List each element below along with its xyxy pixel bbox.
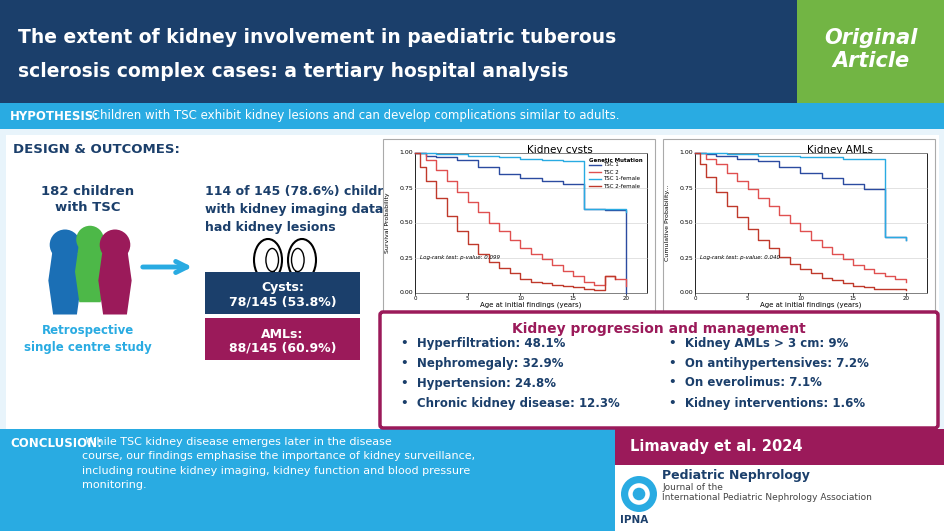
Text: While TSC kidney disease emerges later in the disease
course, our findings empha: While TSC kidney disease emerges later i…	[82, 437, 475, 490]
Text: Pediatric Nephrology: Pediatric Nephrology	[662, 469, 809, 482]
Bar	[615, 465, 944, 531]
Polygon shape	[98, 246, 131, 314]
Text: 0.75: 0.75	[398, 185, 413, 191]
Text: •  On everolimus: 7.1%: • On everolimus: 7.1%	[668, 376, 821, 390]
Text: •  Kidney interventions: 1.6%: • Kidney interventions: 1.6%	[668, 397, 864, 409]
FancyBboxPatch shape	[379, 312, 937, 428]
Text: 5: 5	[745, 296, 749, 301]
Text: TSC 1: TSC 1	[602, 162, 618, 167]
Text: 5: 5	[465, 296, 469, 301]
Bar	[0, 429, 615, 531]
Text: 0.00: 0.00	[679, 290, 692, 295]
Text: •  Hyperfiltration: 48.1%: • Hyperfiltration: 48.1%	[400, 337, 565, 349]
Text: DESIGN & OUTCOMES:: DESIGN & OUTCOMES:	[13, 143, 179, 156]
Text: AMLs:: AMLs:	[261, 328, 303, 340]
Text: •  Hypertension: 24.8%: • Hypertension: 24.8%	[400, 376, 555, 390]
Circle shape	[76, 226, 104, 253]
Text: TSC 1-female: TSC 1-female	[602, 176, 639, 182]
Text: sclerosis complex cases: a tertiary hospital analysis: sclerosis complex cases: a tertiary hosp…	[18, 62, 568, 81]
Text: IPNA: IPNA	[619, 515, 648, 525]
Text: 0.50: 0.50	[399, 220, 413, 226]
Text: Cysts:: Cysts:	[261, 281, 304, 295]
Bar	[205, 318, 360, 360]
Text: International Pediatric Nephrology Association: International Pediatric Nephrology Assoc…	[662, 493, 871, 502]
Text: TSC 2-female: TSC 2-female	[602, 184, 639, 189]
Text: 15: 15	[849, 296, 856, 301]
Text: 20: 20	[902, 296, 908, 301]
Bar	[0, 103, 944, 129]
Text: 0.00: 0.00	[399, 290, 413, 295]
Text: Log-rank test: p-value: 0.040: Log-rank test: p-value: 0.040	[700, 255, 779, 261]
Bar	[694, 153, 926, 293]
Text: Original
Article: Original Article	[823, 28, 917, 71]
Text: Cumulative Probability...: Cumulative Probability...	[665, 185, 670, 261]
Circle shape	[632, 487, 645, 500]
Text: 1.00: 1.00	[399, 150, 413, 156]
Bar	[615, 429, 944, 465]
Text: 1.00: 1.00	[679, 150, 692, 156]
Bar	[382, 139, 654, 311]
Text: 10: 10	[796, 296, 803, 301]
Text: HYPOTHESIS:: HYPOTHESIS:	[10, 109, 99, 123]
Bar	[0, 0, 944, 103]
Text: Age at initial findings (years): Age at initial findings (years)	[760, 302, 861, 308]
Circle shape	[628, 483, 649, 505]
Text: Retrospective
single centre study: Retrospective single centre study	[25, 324, 152, 354]
Text: 182 children
with TSC: 182 children with TSC	[42, 185, 134, 214]
Text: Genetic Mutation: Genetic Mutation	[588, 158, 642, 163]
Bar	[414, 153, 647, 293]
Text: 0.25: 0.25	[398, 255, 413, 261]
Text: 0.75: 0.75	[679, 185, 692, 191]
Bar	[663, 139, 934, 311]
Circle shape	[100, 229, 130, 260]
Ellipse shape	[291, 249, 304, 271]
Text: 114 of 145 (78.6%) children
with kidney imaging data
had kidney lesions: 114 of 145 (78.6%) children with kidney …	[205, 185, 400, 234]
Bar	[6, 135, 938, 525]
Text: •  Kidney AMLs > 3 cm: 9%: • Kidney AMLs > 3 cm: 9%	[668, 337, 848, 349]
Text: •  Nephromegaly: 32.9%: • Nephromegaly: 32.9%	[400, 356, 563, 370]
Polygon shape	[48, 246, 81, 314]
Text: Kidney progression and management: Kidney progression and management	[512, 322, 805, 336]
Text: Journal of the: Journal of the	[662, 483, 722, 492]
Circle shape	[620, 476, 656, 512]
Text: Kidney AMLs: Kidney AMLs	[806, 145, 872, 155]
Text: Survival Probability: Survival Probability	[385, 193, 390, 253]
Text: 88/145 (60.9%): 88/145 (60.9%)	[228, 341, 336, 355]
Bar	[796, 0, 944, 103]
Text: Log-rank test: p-value: 0.099: Log-rank test: p-value: 0.099	[419, 255, 499, 261]
Text: 0.50: 0.50	[679, 220, 692, 226]
Text: TSC 2: TSC 2	[602, 169, 618, 175]
Ellipse shape	[265, 249, 278, 271]
Text: The extent of kidney involvement in paediatric tuberous: The extent of kidney involvement in paed…	[18, 28, 615, 47]
Text: Kidney cysts: Kidney cysts	[527, 145, 592, 155]
Text: 0: 0	[693, 296, 696, 301]
Text: 0: 0	[413, 296, 416, 301]
Text: 20: 20	[622, 296, 629, 301]
Text: 0.25: 0.25	[679, 255, 692, 261]
Text: Children with TSC exhibit kidney lesions and can develop complications similar t: Children with TSC exhibit kidney lesions…	[88, 109, 619, 123]
Text: •  Chronic kidney disease: 12.3%: • Chronic kidney disease: 12.3%	[400, 397, 619, 409]
Polygon shape	[75, 241, 105, 302]
Text: Limavady et al. 2024: Limavady et al. 2024	[630, 440, 801, 455]
Text: 10: 10	[516, 296, 523, 301]
Circle shape	[50, 229, 80, 260]
Text: Age at initial findings (years): Age at initial findings (years)	[480, 302, 582, 308]
Text: 78/145 (53.8%): 78/145 (53.8%)	[228, 295, 336, 309]
Bar	[0, 129, 944, 531]
Text: 15: 15	[569, 296, 576, 301]
Text: •  On antihypertensives: 7.2%: • On antihypertensives: 7.2%	[668, 356, 868, 370]
Text: CONCLUSION:: CONCLUSION:	[10, 437, 102, 450]
Bar	[205, 272, 360, 314]
